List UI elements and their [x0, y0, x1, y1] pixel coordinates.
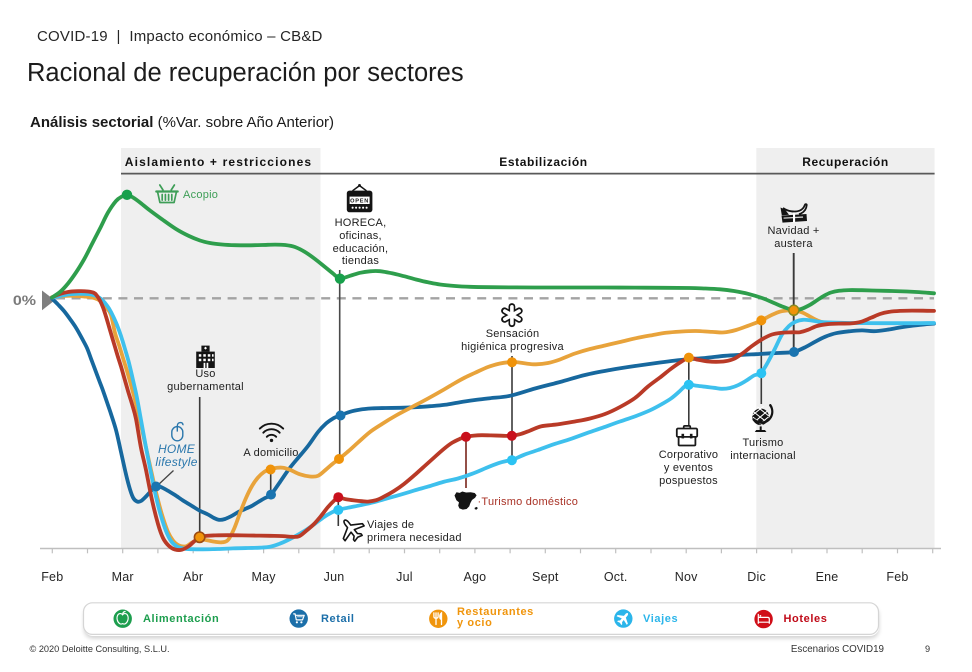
- svg-text:OPEN: OPEN: [350, 199, 369, 205]
